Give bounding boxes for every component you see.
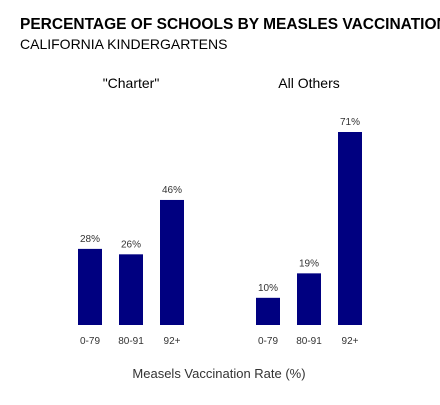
bar: [338, 132, 362, 325]
bar: [256, 297, 280, 325]
tick-label: 0-79: [80, 336, 100, 347]
bar: [160, 199, 184, 325]
tick-label: 80-91: [296, 336, 322, 347]
chart-title: PERCENTAGE OF SCHOOLS BY MEASLES VACCINA…: [20, 16, 440, 33]
data-label: 46%: [162, 185, 182, 196]
bar: [78, 248, 102, 325]
chart-subtitle: CALIFORNIA KINDERGARTENS: [20, 36, 227, 52]
tick-label: 92+: [342, 336, 359, 347]
panel-title: All Others: [278, 75, 339, 91]
data-label: 26%: [121, 239, 141, 250]
tick-label: 80-91: [118, 336, 144, 347]
tick-label: 92+: [164, 336, 181, 347]
data-label: 28%: [80, 234, 100, 245]
bar: [119, 254, 143, 325]
data-label: 19%: [299, 258, 319, 269]
panel-0: "Charter" 28% 0-79 26% 80-91 46% 92+: [78, 75, 184, 347]
tick-label: 0-79: [258, 336, 278, 347]
panel-title: "Charter": [103, 75, 160, 91]
data-label: 10%: [258, 283, 278, 294]
bar: [297, 273, 321, 325]
x-axis-label: Measels Vaccination Rate (%): [132, 366, 305, 381]
panel-1: All Others 10% 0-79 19% 80-91 71% 92+: [256, 75, 362, 347]
data-label: 71%: [340, 117, 360, 128]
